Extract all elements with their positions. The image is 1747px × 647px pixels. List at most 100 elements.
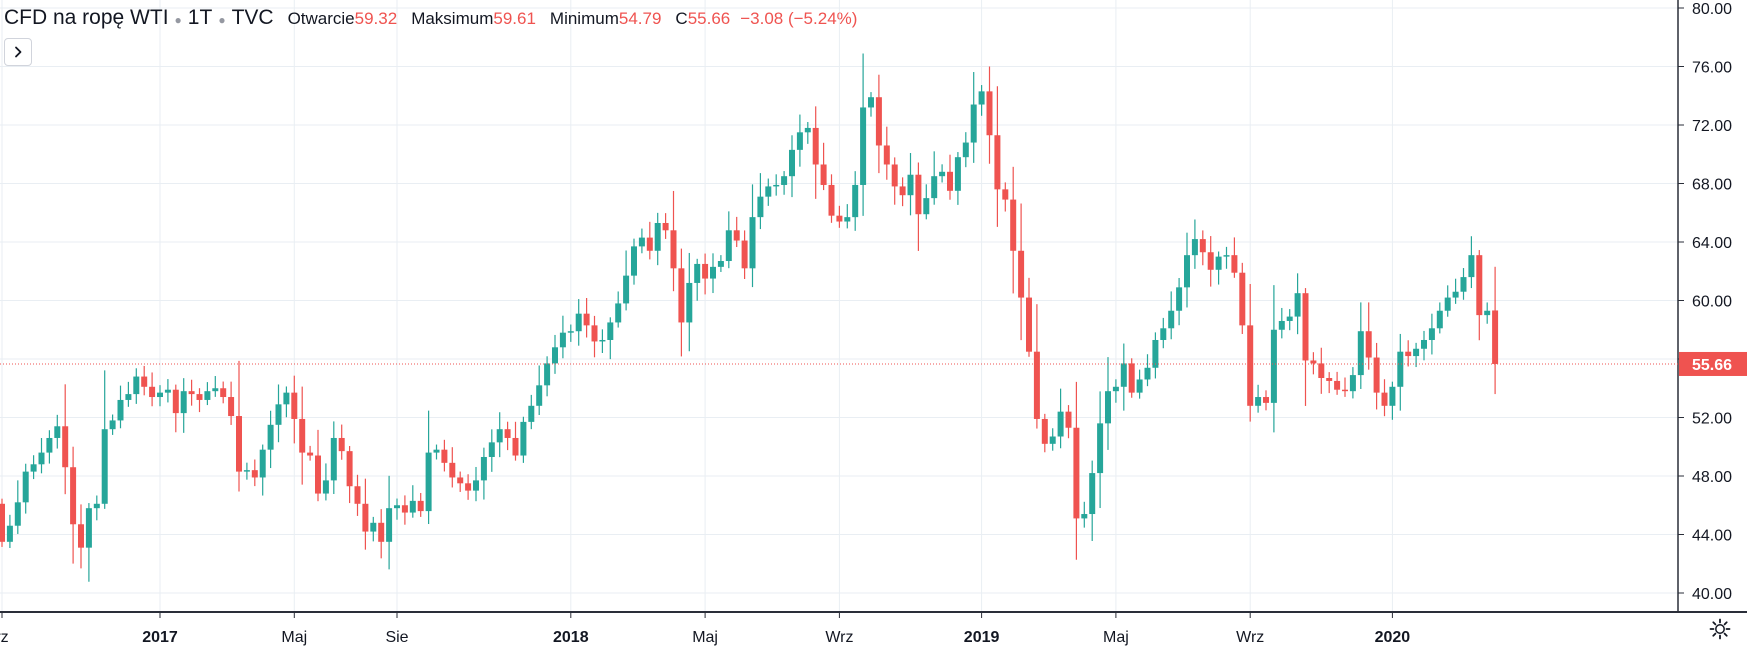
candle-body <box>875 97 882 146</box>
candle-down <box>449 447 456 488</box>
candle-body <box>1405 351 1412 357</box>
candle-body <box>1215 256 1222 270</box>
candle-up <box>749 184 756 288</box>
close-value: 55.66 <box>687 9 731 28</box>
candle-up <box>536 365 543 416</box>
candle-body <box>133 376 140 395</box>
y-tick-label: 44.00 <box>1692 528 1732 545</box>
candle-up <box>38 438 45 474</box>
candle-down <box>1310 352 1317 375</box>
legend-expand-button[interactable] <box>4 38 32 66</box>
candle-up <box>85 503 92 582</box>
candle-body <box>1089 473 1096 515</box>
candle-up <box>1452 278 1459 304</box>
candle-up <box>1413 342 1420 368</box>
candle-down <box>149 372 156 407</box>
open-label: Otwarcie <box>287 9 355 28</box>
candle-body <box>868 97 874 108</box>
candle-body <box>401 505 408 513</box>
candle-up <box>1389 381 1396 420</box>
candle-up <box>1176 278 1183 326</box>
candle-body <box>599 339 606 342</box>
candle-up <box>1468 236 1475 289</box>
candle-up <box>6 514 13 549</box>
candle-body <box>591 325 598 342</box>
candle-body <box>1223 255 1230 257</box>
candle-body <box>409 500 416 513</box>
y-tick-label: 76.00 <box>1692 60 1732 77</box>
candle-up <box>544 356 551 397</box>
candle-body <box>196 394 203 400</box>
candle-body <box>188 391 195 395</box>
candle-body <box>1342 389 1348 392</box>
candle-body <box>236 416 242 472</box>
y-tick-label: 80.00 <box>1692 1 1732 18</box>
candle-body <box>283 392 290 405</box>
candle-up <box>978 85 985 116</box>
candle-body <box>1318 363 1325 379</box>
x-tick-label: Maj <box>692 629 718 646</box>
candle-down <box>646 221 653 260</box>
candle-down <box>1073 381 1080 560</box>
candle-up <box>480 447 487 500</box>
candle-down <box>1318 347 1325 394</box>
candle-down <box>1065 405 1072 439</box>
candle-down <box>236 360 242 492</box>
candle-up <box>93 495 100 521</box>
candle-down <box>188 379 195 406</box>
candle-up <box>259 444 266 496</box>
candle-body <box>947 171 953 191</box>
x-tick-label: 2018 <box>553 629 589 646</box>
candle-up <box>54 414 61 449</box>
candle-body <box>631 246 637 276</box>
candle-down <box>1128 358 1135 398</box>
candle-down <box>670 190 677 292</box>
candle-body <box>520 421 527 456</box>
symbol-title[interactable]: CFD na ropę WTI <box>4 6 169 29</box>
candle-down <box>1365 302 1372 370</box>
candle-body <box>1381 392 1388 406</box>
candle-body <box>1365 331 1372 358</box>
candle-body <box>425 452 432 512</box>
candle-down <box>883 126 890 180</box>
candle-down <box>891 157 898 205</box>
candle-body <box>883 145 890 165</box>
interval-label[interactable]: 1T <box>187 6 213 29</box>
candle-up <box>1444 285 1451 317</box>
candle-body <box>536 385 543 406</box>
candle-up <box>133 368 140 404</box>
candle-down <box>346 446 353 504</box>
candle-down <box>354 474 361 516</box>
candle-up <box>725 211 732 269</box>
candle-up <box>394 498 400 520</box>
candle-body <box>1057 411 1064 437</box>
candle-body <box>623 275 630 304</box>
y-tick-label: 48.00 <box>1692 469 1732 486</box>
candle-up <box>1184 232 1190 308</box>
candle-down <box>678 248 685 357</box>
candle-body <box>939 171 946 177</box>
candle-up <box>575 299 582 346</box>
candle-down <box>1492 266 1499 395</box>
candle-body <box>670 230 677 269</box>
candle-up <box>567 324 574 342</box>
candle-up <box>1105 357 1111 450</box>
close-label: C <box>675 9 688 28</box>
candle-body <box>180 391 187 414</box>
candle-body <box>1144 367 1151 380</box>
candle-body <box>212 388 219 392</box>
open-value: 59.32 <box>354 9 398 28</box>
candle-body <box>1026 297 1032 352</box>
candle-down <box>733 216 740 248</box>
candle-body <box>1444 297 1451 311</box>
chart-settings-button[interactable] <box>1705 615 1735 643</box>
x-tick-label: Wrz <box>1236 629 1264 646</box>
candle-body <box>346 451 353 487</box>
candle-up <box>1357 302 1364 389</box>
candle-body <box>654 222 661 251</box>
candle-body <box>962 142 969 158</box>
candle-up <box>970 72 977 163</box>
candle-down <box>836 205 843 228</box>
